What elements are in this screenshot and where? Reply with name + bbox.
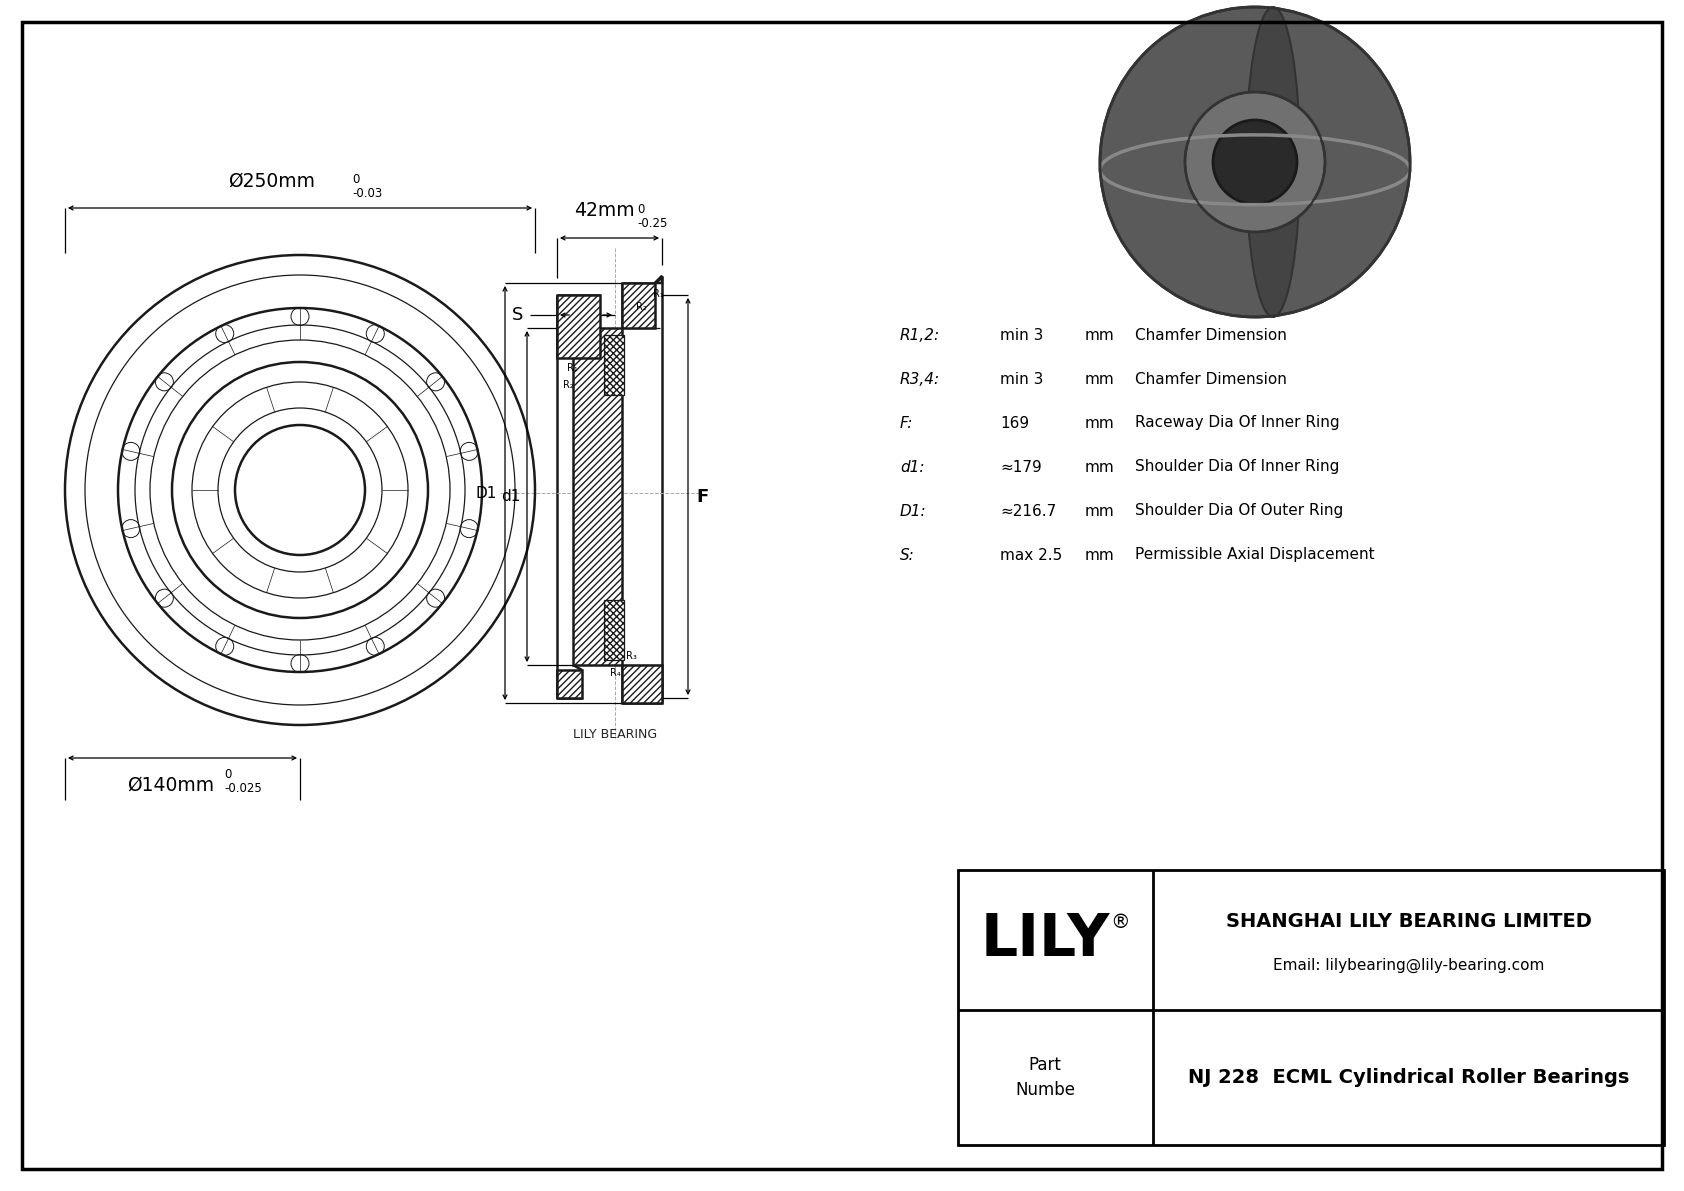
Polygon shape — [605, 600, 625, 660]
Text: mm: mm — [1084, 548, 1115, 562]
Text: 0: 0 — [224, 768, 232, 781]
Text: min 3: min 3 — [1000, 372, 1044, 387]
Text: S:: S: — [899, 548, 914, 562]
Text: d1:: d1: — [899, 460, 925, 474]
Text: Ø140mm: Ø140mm — [126, 777, 214, 796]
Polygon shape — [621, 283, 655, 328]
Text: max 2.5: max 2.5 — [1000, 548, 1063, 562]
Polygon shape — [557, 295, 600, 358]
Text: -0.03: -0.03 — [352, 187, 382, 200]
Text: 0: 0 — [352, 173, 359, 186]
Text: d1: d1 — [502, 490, 520, 504]
Text: NJ 228  ECML Cylindrical Roller Bearings: NJ 228 ECML Cylindrical Roller Bearings — [1187, 1068, 1628, 1087]
Text: ≈216.7: ≈216.7 — [1000, 504, 1056, 518]
Text: Shoulder Dia Of Outer Ring: Shoulder Dia Of Outer Ring — [1135, 504, 1344, 518]
Text: LILY BEARING: LILY BEARING — [573, 728, 657, 741]
Polygon shape — [573, 328, 621, 665]
Text: mm: mm — [1084, 416, 1115, 430]
Text: R3,4:: R3,4: — [899, 372, 940, 387]
Text: Shoulder Dia Of Inner Ring: Shoulder Dia Of Inner Ring — [1135, 460, 1339, 474]
Text: R₂: R₂ — [637, 303, 647, 312]
Text: mm: mm — [1084, 460, 1115, 474]
Text: 0: 0 — [638, 202, 645, 216]
Text: Ø250mm: Ø250mm — [229, 172, 315, 191]
Polygon shape — [655, 276, 662, 283]
Text: -0.025: -0.025 — [224, 782, 263, 796]
Text: 42mm: 42mm — [574, 201, 635, 220]
Text: Chamfer Dimension: Chamfer Dimension — [1135, 328, 1287, 343]
Text: R₁: R₁ — [568, 363, 578, 373]
Polygon shape — [605, 335, 625, 395]
Text: min 3: min 3 — [1000, 328, 1044, 343]
Text: Raceway Dia Of Inner Ring: Raceway Dia Of Inner Ring — [1135, 416, 1340, 430]
Text: 169: 169 — [1000, 416, 1029, 430]
Text: R₂: R₂ — [562, 380, 574, 389]
Circle shape — [1186, 92, 1325, 232]
Text: R₁: R₁ — [653, 289, 663, 299]
Text: SHANGHAI LILY BEARING LIMITED: SHANGHAI LILY BEARING LIMITED — [1226, 912, 1591, 931]
Text: ®: ® — [1110, 912, 1130, 931]
Text: S: S — [512, 306, 524, 324]
Text: F:: F: — [899, 416, 913, 430]
Circle shape — [1212, 120, 1297, 204]
Polygon shape — [621, 665, 662, 703]
Text: ≈179: ≈179 — [1000, 460, 1042, 474]
Text: R1,2:: R1,2: — [899, 328, 940, 343]
Text: Part
Numbe: Part Numbe — [1015, 1056, 1074, 1099]
Text: Chamfer Dimension: Chamfer Dimension — [1135, 372, 1287, 387]
Text: LILY: LILY — [980, 911, 1110, 968]
Text: R₄: R₄ — [610, 668, 621, 678]
Polygon shape — [557, 671, 583, 698]
Text: F: F — [695, 487, 709, 505]
Ellipse shape — [1246, 7, 1300, 317]
Text: D1:: D1: — [899, 504, 926, 518]
Text: Permissible Axial Displacement: Permissible Axial Displacement — [1135, 548, 1374, 562]
Text: mm: mm — [1084, 372, 1115, 387]
Text: Email: lilybearing@lily-bearing.com: Email: lilybearing@lily-bearing.com — [1273, 958, 1544, 973]
Text: R₃: R₃ — [626, 651, 637, 661]
Text: -0.25: -0.25 — [638, 217, 669, 230]
Bar — [958, 869, 1664, 1145]
Text: D1: D1 — [475, 486, 497, 500]
Text: mm: mm — [1084, 504, 1115, 518]
Text: mm: mm — [1084, 328, 1115, 343]
Circle shape — [1100, 7, 1410, 317]
